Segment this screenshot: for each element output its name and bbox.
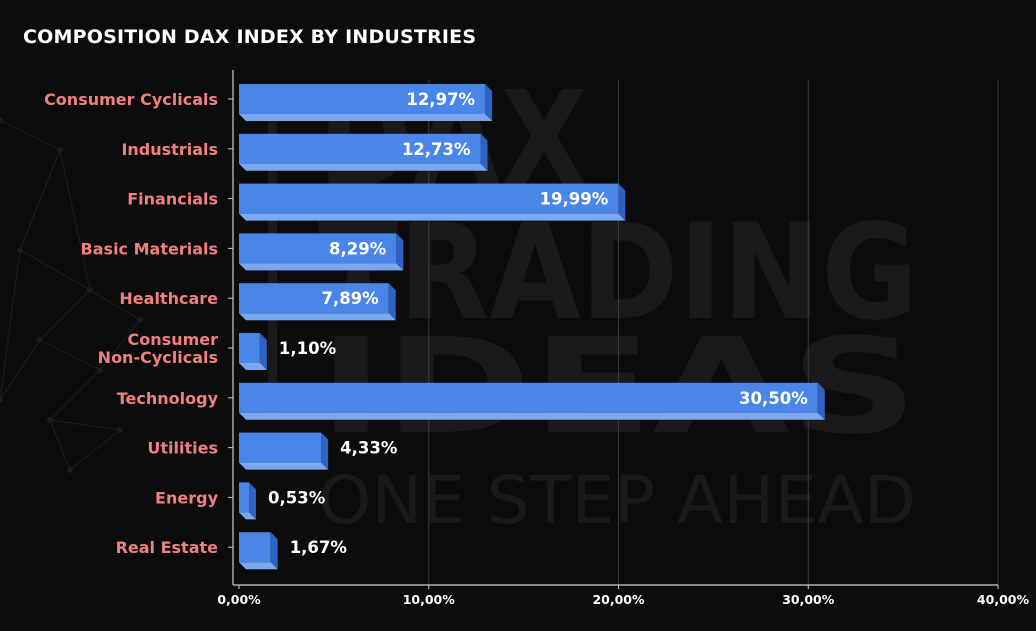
- bar-group: Utilities 4,33%: [147, 432, 398, 470]
- network-node: [37, 337, 43, 343]
- bar: [239, 532, 271, 563]
- bar-side: [270, 532, 278, 570]
- bar-group: Basic Materials 8,29%: [81, 233, 404, 271]
- bar-group: Financials 19,99%: [127, 183, 626, 221]
- bar-group: Technology 30,50%: [117, 382, 825, 420]
- network-node: [137, 317, 143, 323]
- bar-bottom: [239, 363, 267, 370]
- bar: [239, 183, 619, 214]
- network-line: [59, 149, 91, 291]
- data-label: 12,73%: [402, 140, 471, 159]
- category-label: Consumer Cyclicals: [44, 90, 218, 109]
- watermark-tagline: ONE STEP AHEAD: [318, 462, 916, 539]
- bar-group: Consumer Cyclicals 12,97%: [44, 84, 493, 121]
- bar-side: [480, 133, 488, 171]
- data-label: 7,89%: [321, 289, 379, 308]
- bar-bottom: [239, 562, 278, 570]
- network-line: [99, 319, 141, 371]
- network-line: [0, 339, 41, 401]
- bar: [239, 382, 818, 413]
- data-label: 30,50%: [739, 389, 808, 408]
- network-node: [97, 367, 103, 373]
- bar-bottom: [239, 313, 396, 321]
- bar: [239, 432, 322, 463]
- data-label: 1,10%: [279, 339, 337, 358]
- bar-bottom: [239, 512, 257, 520]
- bar-side: [321, 432, 329, 470]
- network-node: [0, 397, 3, 403]
- category-label: Financials: [127, 190, 218, 209]
- bar-bottom: [239, 114, 493, 121]
- bar-bottom: [239, 263, 404, 271]
- data-label: 0,53%: [268, 488, 326, 507]
- bar-side: [249, 482, 257, 520]
- data-label: 12,97%: [406, 90, 475, 109]
- category-label: Healthcare: [119, 289, 218, 308]
- category-label: Real Estate: [116, 538, 219, 557]
- bar-bottom: [239, 412, 825, 420]
- x-tick-label: 30,00%: [782, 592, 835, 607]
- bar: [239, 333, 260, 363]
- network-line: [49, 419, 71, 471]
- bar-group: Industrials 12,73%: [121, 133, 488, 171]
- bar-bottom: [239, 163, 488, 171]
- network-line: [19, 149, 61, 251]
- category-label: Technology: [117, 389, 219, 408]
- data-label: 19,99%: [540, 190, 609, 209]
- bar-side: [388, 283, 396, 321]
- network-node: [47, 417, 53, 423]
- bar: [239, 133, 481, 164]
- chart-title: COMPOSITION DAX INDEX BY INDUSTRIES: [23, 26, 477, 48]
- network-line: [39, 339, 101, 371]
- data-label: 1,67%: [290, 538, 348, 557]
- network-line: [69, 429, 121, 471]
- data-label: 8,29%: [329, 239, 387, 258]
- x-tick-label: 20,00%: [592, 592, 645, 607]
- bar-side: [396, 233, 404, 271]
- network-line: [89, 289, 141, 321]
- x-tick-label: 40,00%: [977, 592, 1030, 607]
- category-label: Basic Materials: [81, 239, 218, 258]
- x-tick-label: 10,00%: [403, 592, 456, 607]
- bar-group: Healthcare 7,89%: [119, 283, 396, 321]
- background-network: [0, 117, 143, 473]
- bar: [239, 482, 250, 513]
- network-line: [49, 369, 101, 421]
- bar-group: Energy 0,53%: [155, 482, 326, 520]
- category-label: Energy: [155, 488, 219, 507]
- bar: [239, 233, 397, 264]
- bar-side: [485, 84, 493, 121]
- network-node: [17, 247, 23, 253]
- bar-side: [817, 382, 825, 420]
- category-label: Industrials: [121, 140, 218, 159]
- network-node: [57, 147, 63, 153]
- bar-side: [618, 183, 626, 221]
- category-label: Utilities: [147, 439, 218, 458]
- bar-bottom: [239, 213, 626, 221]
- network-line: [39, 289, 91, 341]
- data-label: 4,33%: [340, 439, 398, 458]
- network-line: [19, 249, 91, 291]
- bar: [239, 283, 389, 314]
- bar: [239, 84, 486, 114]
- category-label: Consumer Non-Cyclicals: [98, 330, 218, 367]
- network-line: [0, 119, 61, 151]
- network-line: [0, 249, 21, 401]
- bar-side: [259, 333, 267, 370]
- network-node: [67, 467, 73, 473]
- bar-group: Real Estate 1,67%: [116, 532, 348, 570]
- bar-bottom: [239, 462, 329, 470]
- network-node: [0, 117, 3, 123]
- network-node: [87, 287, 93, 293]
- network-line: [49, 419, 121, 431]
- bar-group: Consumer Non-Cyclicals 1,10%: [98, 330, 337, 370]
- x-tick-label: 0,00%: [217, 592, 261, 607]
- network-node: [117, 427, 123, 433]
